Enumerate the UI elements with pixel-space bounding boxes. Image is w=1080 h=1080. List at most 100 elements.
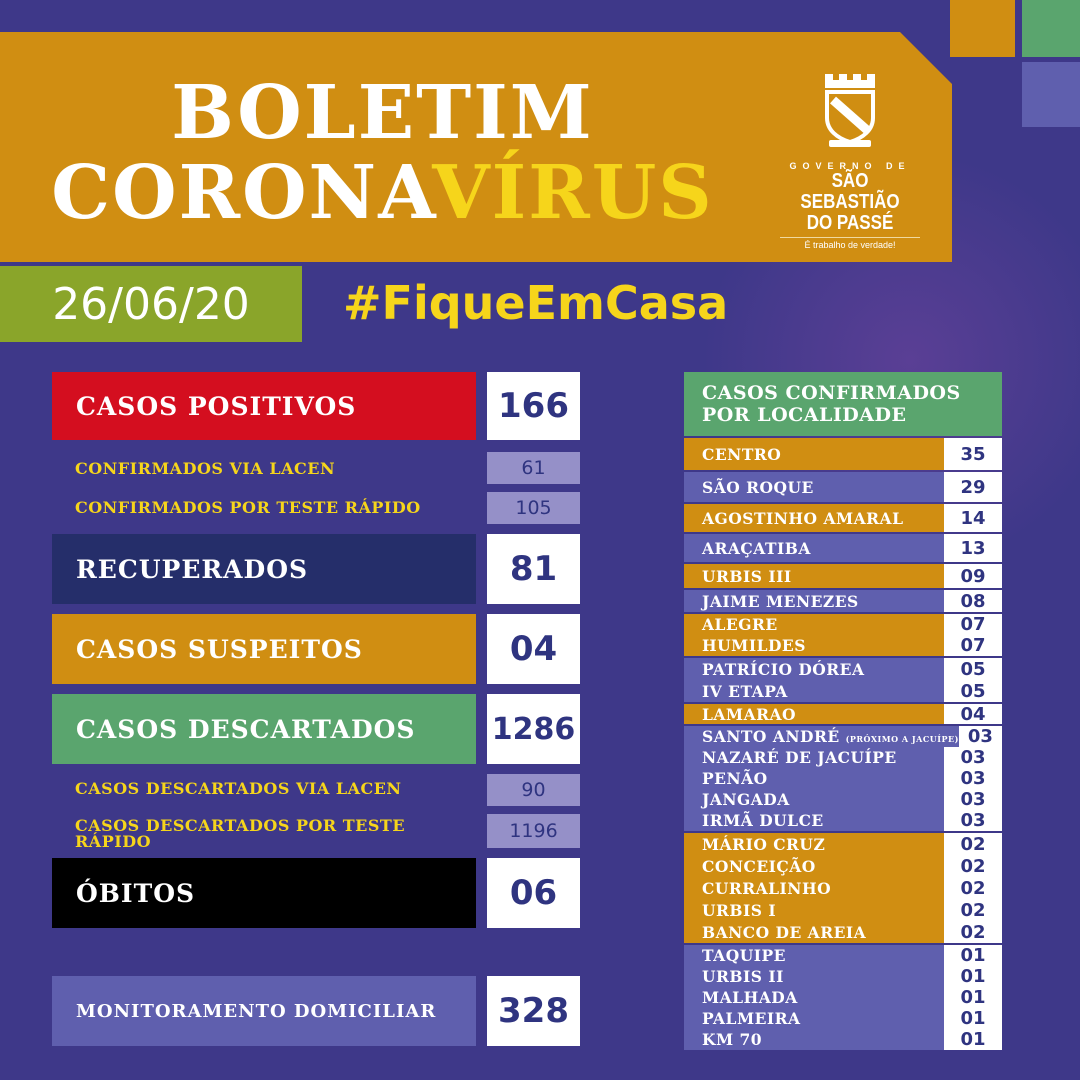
localidade-row: URBIS I 02 (684, 899, 1002, 921)
localidade-name-text: CONCEIÇÃO (702, 856, 816, 876)
localidade-row: MALHADA 01 (684, 987, 1002, 1008)
title-virus: VÍRUS (432, 150, 714, 236)
localidade-name: ALEGRE (684, 615, 944, 634)
localidade-name: IRMÃ DULCE (684, 811, 944, 830)
localidade-name-text: IV ETAPA (702, 681, 788, 701)
localidade-name-text: KM 70 (702, 1030, 763, 1049)
localidade-group: MÁRIO CRUZ 02 CONCEIÇÃO 02 CURRALINHO 02 URBIS… (684, 833, 1002, 943)
localidade-row: BANCO DE AREIA 02 (684, 921, 1002, 943)
localidade-count: 09 (944, 564, 1002, 588)
coat-of-arms-icon (825, 74, 875, 147)
localidade-row: KM 70 01 (684, 1029, 1002, 1050)
localidade-name: PENÃO (684, 769, 944, 788)
desc-rapido-label: CASOS DESCARTADOS POR TESTE RÁPIDO (75, 816, 406, 851)
monitoramento-value: 328 (487, 976, 580, 1046)
lacen-label: CONFIRMADOS VIA LACEN (75, 459, 336, 478)
localidade-name: KM 70 (684, 1030, 944, 1049)
localidade-name-text: LAMARAO (702, 704, 797, 724)
localidade-name: LAMARAO (684, 705, 944, 724)
localidade-name-text: PATRÍCIO DÓREA (702, 659, 865, 679)
localidade-row: ARAÇATIBA 13 (684, 534, 1002, 562)
decor-square-orange (950, 0, 1015, 57)
suspeitos-label: CASOS SUSPEITOS (52, 614, 476, 684)
rapido-value: 105 (487, 492, 580, 524)
localidade-name-text: TAQUIPE (702, 946, 786, 965)
localidade-count: 02 (944, 877, 1002, 899)
localidade-group: AGOSTINHO AMARAL 14 (684, 504, 1002, 532)
localidade-name: PALMEIRA (684, 1009, 944, 1028)
logo-city1: SÃO SEBASTIÃO (800, 170, 900, 213)
localidade-group: PATRÍCIO DÓREA 05 IV ETAPA 05 (684, 658, 1002, 702)
localidade-row: IV ETAPA 05 (684, 680, 1002, 702)
desc-lacen-value: 90 (487, 774, 580, 806)
title-banner (0, 32, 952, 262)
localidade-group: SÃO ROQUE 29 (684, 472, 1002, 502)
localidade-group: CENTRO 35 (684, 438, 1002, 470)
logo-city2: DO PASSÉ (806, 212, 894, 234)
localidade-name-text: PALMEIRA (702, 1009, 801, 1028)
localidade-row: JAIME MENEZES 08 (684, 590, 1002, 612)
localidade-name: SANTO ANDRÉ (PRÓXIMO A JACUÍPE) (684, 727, 959, 746)
localidade-count: 02 (944, 855, 1002, 877)
localidade-count: 04 (944, 704, 1002, 725)
localidade-group: URBIS III 09 (684, 564, 1002, 588)
localidade-count: 01 (944, 1008, 1002, 1029)
localidade-row: NAZARÉ DE JACUÍPE 03 (684, 747, 1002, 768)
localidade-count: 03 (958, 726, 1002, 747)
obitos-label: ÓBITOS (52, 858, 476, 928)
localidade-count: 08 (944, 590, 1002, 612)
localidade-count: 01 (944, 987, 1002, 1008)
desc-lacen-label: CASOS DESCARTADOS VIA LACEN (75, 779, 402, 798)
localidade-count: 01 (944, 966, 1002, 987)
localidade-count: 02 (944, 899, 1002, 921)
localidade-count: 03 (944, 810, 1002, 831)
localidade-name-text: HUMILDES (702, 636, 806, 655)
localidade-name-text: MALHADA (702, 988, 798, 1007)
decor-square-purple (1022, 62, 1080, 127)
localidade-count: 07 (944, 614, 1002, 635)
lacen-value: 61 (487, 452, 580, 484)
localidade-row: SÃO ROQUE 29 (684, 472, 1002, 502)
localidade-name: URBIS III (684, 567, 944, 586)
localidade-row: SANTO ANDRÉ (PRÓXIMO A JACUÍPE) 03 (684, 726, 1002, 747)
localidade-group: JAIME MENEZES 08 (684, 590, 1002, 612)
localidade-name-text: MÁRIO CRUZ (702, 834, 826, 854)
localidade-row: URBIS III 09 (684, 564, 1002, 588)
localidade-row: CENTRO 35 (684, 438, 1002, 470)
localidade-name: MÁRIO CRUZ (684, 835, 944, 854)
localidade-group: ARAÇATIBA 13 (684, 534, 1002, 562)
localidade-count: 01 (944, 1029, 1002, 1050)
localidade-count: 35 (944, 438, 1002, 470)
logo-gov: GOVERNO DE (789, 161, 911, 171)
localidade-name-text: BANCO DE AREIA (702, 922, 867, 942)
localidade-row: IRMÃ DULCE 03 (684, 810, 1002, 831)
localidade-name-text: ARAÇATIBA (702, 538, 811, 558)
localidade-name-text: NAZARÉ DE JACUÍPE (702, 748, 897, 767)
localidade-group: SANTO ANDRÉ (PRÓXIMO A JACUÍPE) 03 NAZARÉ … (684, 726, 1002, 831)
localidade-name-text: IRMÃ DULCE (702, 811, 824, 830)
localidade-row: PALMEIRA 01 (684, 1008, 1002, 1029)
title-corona: CORONA (51, 150, 433, 236)
descartados-value: 1286 (487, 694, 580, 764)
localidade-name: CURRALINHO (684, 879, 944, 898)
localidade-row: URBIS II 01 (684, 966, 1002, 987)
localidade-row: PATRÍCIO DÓREA 05 (684, 658, 1002, 680)
localidade-name-text: JANGADA (702, 790, 790, 809)
localidade-count: 14 (944, 504, 1002, 532)
localidade-name: URBIS I (684, 901, 944, 920)
localidade-group: ALEGRE 07 HUMILDES 07 (684, 614, 1002, 656)
localidade-name: CENTRO (684, 445, 944, 464)
localidade-title: CASOS CONFIRMADOS POR LOCALIDADE (684, 372, 1002, 436)
localidade-name: URBIS II (684, 967, 944, 986)
localidade-count: 07 (944, 635, 1002, 656)
localidade-row: PENÃO 03 (684, 768, 1002, 789)
localidade-row: TAQUIPE 01 (684, 945, 1002, 966)
localidade-count: 29 (944, 472, 1002, 502)
localidade-name: BANCO DE AREIA (684, 923, 944, 942)
positivos-label: CASOS POSITIVOS (52, 372, 476, 440)
localidade-row: CONCEIÇÃO 02 (684, 855, 1002, 877)
localidade-count: 02 (944, 921, 1002, 943)
localidade-name-text: CURRALINHO (702, 878, 832, 898)
localidade-count: 01 (944, 945, 1002, 966)
localidade-note: (PRÓXIMO A JACUÍPE) (845, 734, 959, 744)
